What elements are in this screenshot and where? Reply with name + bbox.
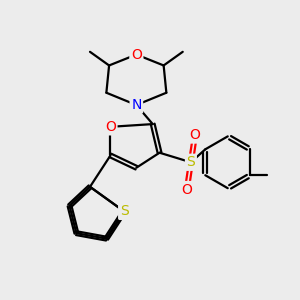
Text: S: S <box>187 155 195 169</box>
Text: O: O <box>190 128 200 142</box>
Text: O: O <box>182 182 192 197</box>
Text: O: O <box>105 120 116 134</box>
Text: O: O <box>131 47 142 61</box>
Text: N: N <box>131 98 142 112</box>
Text: S: S <box>120 204 128 218</box>
